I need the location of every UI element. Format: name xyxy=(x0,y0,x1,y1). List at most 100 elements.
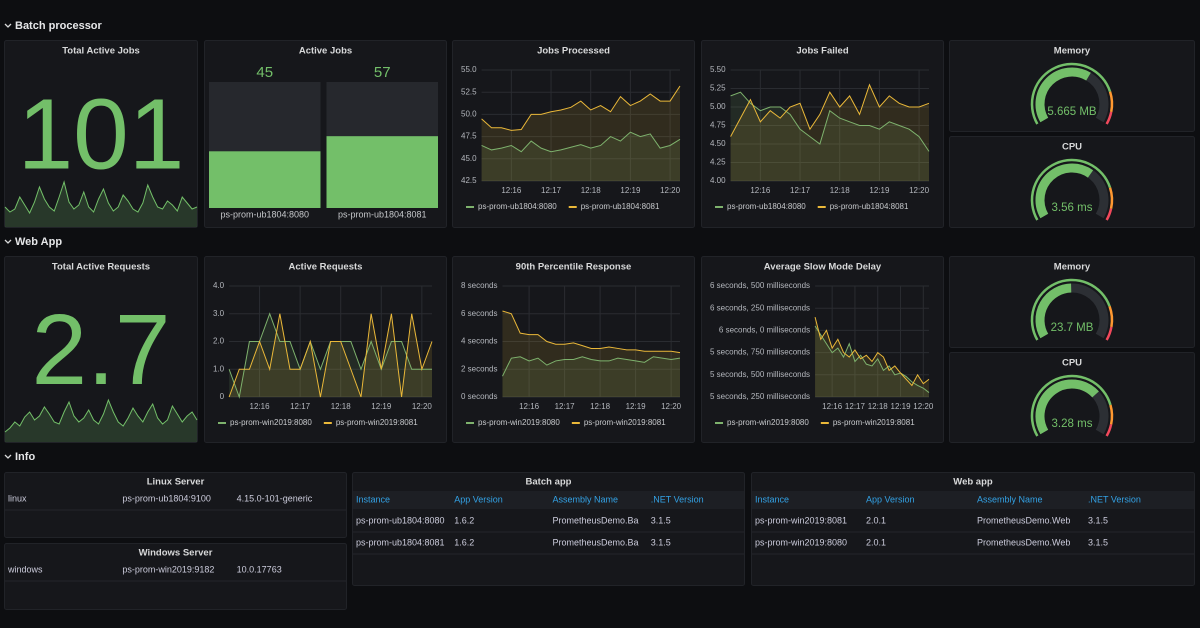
gauge-value xyxy=(1035,163,1094,219)
panel xyxy=(4,472,347,538)
table-title: Batch app xyxy=(526,477,572,488)
row-title[interactable]: Batch processor xyxy=(15,20,103,32)
legend-label[interactable]: ps-prom-win2019:8080 xyxy=(478,418,560,427)
y-tick-label: 5 seconds, 250 milliseconds xyxy=(710,392,810,401)
panel-title: CPU xyxy=(1062,142,1082,153)
y-tick-label: 0 xyxy=(220,392,225,401)
column-header[interactable]: .NET Version xyxy=(1088,494,1141,504)
y-tick-label: 42.5 xyxy=(461,176,477,185)
series-area xyxy=(815,317,929,397)
legend-label[interactable]: ps-prom-ub1804:8081 xyxy=(830,202,909,211)
series-line xyxy=(481,85,681,131)
table-cell: PrometheusDemo.Ba xyxy=(553,515,639,525)
gauge-value xyxy=(1035,283,1072,339)
row-title[interactable]: Web App xyxy=(15,236,62,248)
sparkline-area xyxy=(5,182,197,227)
y-tick-label: 1.0 xyxy=(213,364,225,373)
x-tick-label: 12:16 xyxy=(501,186,522,195)
y-tick-label: 2.0 xyxy=(213,337,225,346)
panel-title: Total Active Requests xyxy=(52,262,150,273)
legend-label[interactable]: ps-prom-win2019:8081 xyxy=(833,418,915,427)
x-tick-label: 12:17 xyxy=(790,186,811,195)
bar-value: 57 xyxy=(374,64,391,81)
table-header xyxy=(353,491,744,509)
series-area xyxy=(502,356,680,397)
x-tick-label: 12:19 xyxy=(891,402,912,411)
table-cell: 2.0.1 xyxy=(866,537,886,547)
legend-label[interactable]: ps-prom-ub1804:8080 xyxy=(478,202,557,211)
column-header[interactable]: App Version xyxy=(454,494,503,504)
y-tick-label: 55.0 xyxy=(461,65,477,74)
gauge-threshold xyxy=(1108,187,1114,209)
y-tick-label: 4.50 xyxy=(710,139,726,148)
table-cell: linux xyxy=(8,493,27,503)
y-tick-label: 47.5 xyxy=(461,132,477,141)
table-title: Windows Server xyxy=(139,548,213,559)
gauge-threshold xyxy=(1105,424,1113,437)
series-area xyxy=(229,313,432,397)
x-tick-label: 12:17 xyxy=(541,186,562,195)
gauge-threshold xyxy=(1105,111,1113,125)
series-line xyxy=(814,325,930,393)
column-header[interactable]: Assembly Name xyxy=(553,494,619,504)
y-tick-label: 4.25 xyxy=(710,158,726,167)
series-line xyxy=(481,131,681,153)
column-header[interactable]: .NET Version xyxy=(651,494,704,504)
table-header xyxy=(752,491,1194,509)
legend-label[interactable]: ps-prom-ub1804:8081 xyxy=(581,202,660,211)
stat-value: 101 xyxy=(18,78,185,190)
panel xyxy=(352,472,745,586)
table-cell: ps-prom-ub1804:8080 xyxy=(356,515,445,525)
table-cell: 1.6.2 xyxy=(454,537,474,547)
series-line xyxy=(502,356,681,377)
table-cell: 3.1.5 xyxy=(1088,515,1108,525)
legend-label[interactable]: ps-prom-win2019:8081 xyxy=(336,418,418,427)
sparkline xyxy=(4,180,198,215)
x-tick-label: 12:19 xyxy=(869,186,890,195)
legend-label[interactable]: ps-prom-win2019:8080 xyxy=(230,418,312,427)
x-tick-label: 12:19 xyxy=(626,402,647,411)
table-cell: ps-prom-win2019:8080 xyxy=(755,537,847,547)
panel xyxy=(4,40,198,228)
x-tick-label: 12:20 xyxy=(909,186,930,195)
y-tick-label: 4.00 xyxy=(710,176,726,185)
stat-value: 2.7 xyxy=(31,294,170,406)
gauge-threshold xyxy=(1108,91,1114,113)
x-tick-label: 12:18 xyxy=(590,402,611,411)
table-cell: ps-prom-ub1804:9100 xyxy=(122,493,211,503)
bar-label: ps-prom-ub1804:8081 xyxy=(338,209,427,219)
y-tick-label: 6 seconds, 500 milliseconds xyxy=(710,281,810,290)
gauge-value xyxy=(1035,379,1099,435)
table-cell: 3.1.5 xyxy=(651,537,671,547)
gauge-threshold xyxy=(1030,278,1111,341)
y-tick-label: 4 seconds xyxy=(461,337,497,346)
legend-label[interactable]: ps-prom-win2019:8081 xyxy=(584,418,666,427)
gauge-value-label: 3.28 ms xyxy=(1052,418,1093,430)
column-header[interactable]: Instance xyxy=(755,494,789,504)
series-area xyxy=(481,132,680,181)
legend-label[interactable]: ps-prom-win2019:8080 xyxy=(727,418,809,427)
gauge-threshold xyxy=(1030,374,1112,437)
table-cell: PrometheusDemo.Web xyxy=(977,537,1070,547)
gauge-threshold xyxy=(1109,404,1114,425)
column-header[interactable]: Instance xyxy=(356,494,390,504)
y-tick-label: 4.75 xyxy=(710,121,726,130)
series-line xyxy=(502,310,681,354)
series-line xyxy=(814,316,930,387)
legend-label[interactable]: ps-prom-ub1804:8080 xyxy=(727,202,806,211)
panel-title: Memory xyxy=(1054,46,1091,57)
y-tick-label: 3.0 xyxy=(213,309,225,318)
y-tick-label: 2 seconds xyxy=(461,364,497,373)
panel xyxy=(204,256,447,443)
table-cell: PrometheusDemo.Web xyxy=(977,515,1070,525)
panel-title: Memory xyxy=(1054,262,1091,273)
y-tick-label: 52.5 xyxy=(461,87,477,96)
x-tick-label: 12:16 xyxy=(750,186,771,195)
column-header[interactable]: Assembly Name xyxy=(977,494,1043,504)
x-tick-label: 12:20 xyxy=(660,186,681,195)
x-tick-label: 12:16 xyxy=(250,402,271,411)
column-header[interactable]: App Version xyxy=(866,494,915,504)
row-title[interactable]: Info xyxy=(15,451,35,463)
y-tick-label: 50.0 xyxy=(461,110,477,119)
